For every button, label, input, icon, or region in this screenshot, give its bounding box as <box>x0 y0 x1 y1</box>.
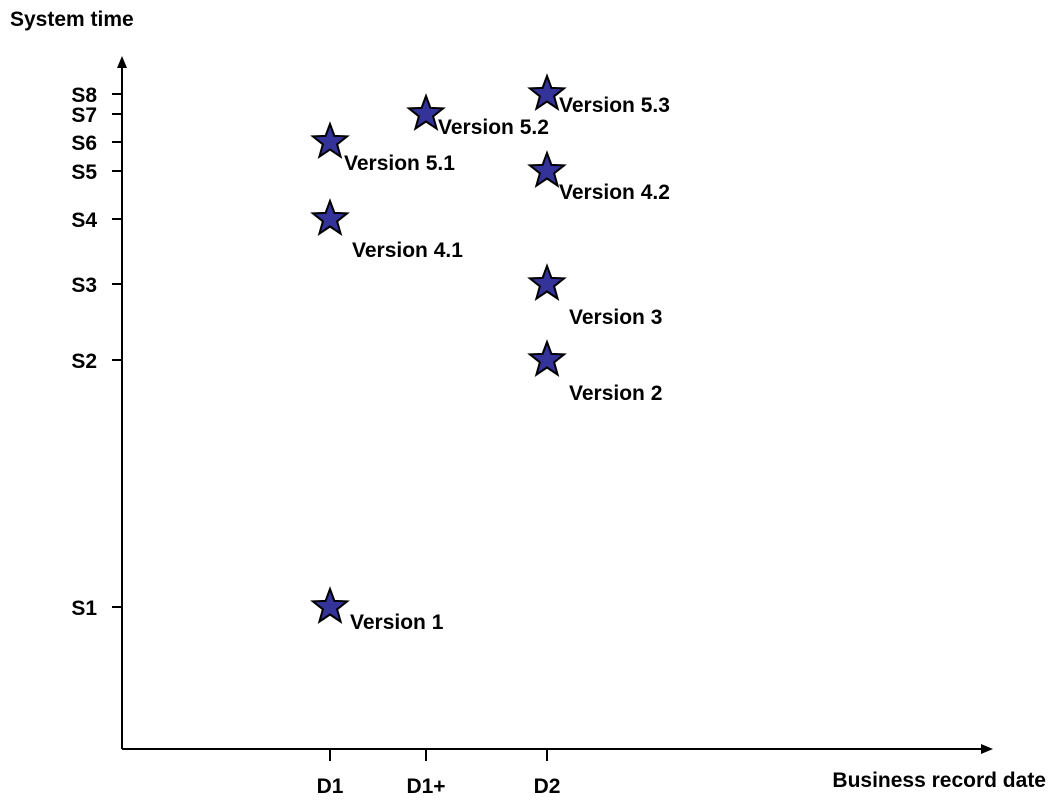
star-marker-version-5-3 <box>527 73 567 111</box>
y-tick-label-s7: S7 <box>71 104 97 127</box>
x-ticks: D1 D1+ D2 <box>317 749 561 798</box>
x-axis-title: Business record date <box>832 769 1046 792</box>
y-tick-label-s2: S2 <box>71 350 97 373</box>
x-tick-label-d1: D1 <box>317 775 344 798</box>
y-axis-title: System time <box>10 8 134 31</box>
x-axis-arrowhead <box>981 744 993 754</box>
point-label-version-4-1: Version 4.1 <box>352 239 463 262</box>
y-tick-label-s6: S6 <box>71 132 97 155</box>
y-tick-label-s1: S1 <box>71 597 97 620</box>
point-label-version-3: Version 3 <box>569 306 662 329</box>
point-label-version-5-1: Version 5.1 <box>344 152 455 175</box>
star-marker-version-1 <box>310 586 350 624</box>
y-tick-label-s5: S5 <box>71 161 97 184</box>
data-points: Version 1 Version 4.1 Version 5.1 Version 5… <box>310 73 670 634</box>
y-tick-label-s8: S8 <box>71 84 97 107</box>
point-label-version-2: Version 2 <box>569 382 662 405</box>
star-marker-version-4-1 <box>310 198 350 236</box>
x-tick-label-d2: D2 <box>534 775 561 798</box>
y-tick-label-s4: S4 <box>71 209 97 232</box>
y-axis-arrowhead <box>117 56 127 68</box>
point-label-version-1: Version 1 <box>350 611 444 634</box>
point-label-version-4-2: Version 4.2 <box>559 181 670 204</box>
star-marker-version-3 <box>527 263 567 301</box>
point-label-version-5-2: Version 5.2 <box>438 116 549 139</box>
star-marker-version-2 <box>527 339 567 377</box>
star-marker-version-5-2 <box>406 93 446 131</box>
star-marker-version-5-1 <box>310 121 350 159</box>
star-marker-version-4-2 <box>527 150 567 188</box>
y-tick-label-s3: S3 <box>71 274 97 297</box>
x-tick-label-d1plus: D1+ <box>406 775 445 798</box>
point-label-version-5-3: Version 5.3 <box>559 94 670 117</box>
